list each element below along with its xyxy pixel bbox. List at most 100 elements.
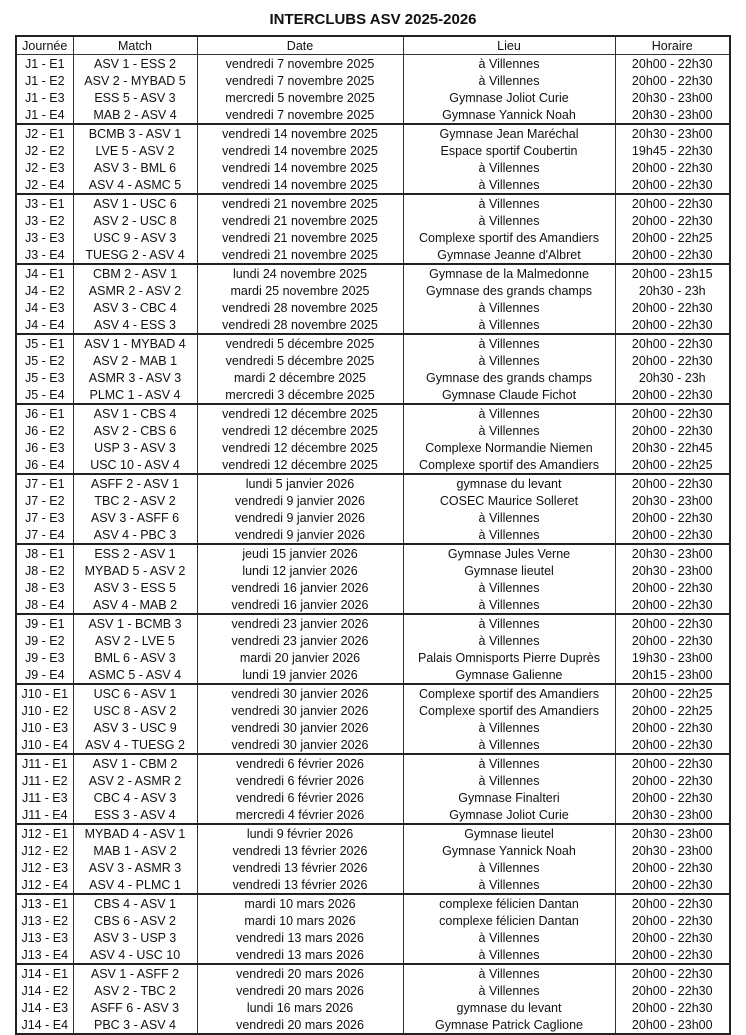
journee-cell: J4 - E4	[15, 316, 74, 334]
date-cell: vendredi 9 janvier 2026	[196, 526, 404, 544]
match-cell: ASV 1 - BCMB 3	[72, 613, 198, 632]
date-cell: mardi 10 mars 2026	[196, 912, 404, 929]
journee-cell: J9 - E4	[15, 666, 74, 684]
match-cell: ESS 3 - ASV 4	[72, 806, 198, 824]
journee-cell: J5 - E2	[15, 352, 74, 369]
lieu-cell: à Villennes	[402, 316, 616, 334]
journee-cell: J10 - E1	[15, 683, 74, 702]
match-cell: CBS 6 - ASV 2	[72, 912, 198, 929]
journee-cell: J12 - E4	[15, 876, 74, 894]
horaire-cell: 20h30 - 23h	[614, 369, 731, 386]
match-cell: ASV 2 - USC 8	[72, 212, 198, 229]
horaire-cell: 20h00 - 22h30	[614, 929, 731, 946]
lieu-cell: à Villennes	[402, 72, 616, 89]
table-row: J6 - E4 USC 10 - ASV 4 vendredi 12 décembr…	[15, 456, 731, 474]
table-row: J4 - E3 ASV 3 - CBC 4 vendredi 28 novembre…	[15, 299, 731, 316]
lieu-cell: Gymnase des grands champs	[402, 282, 616, 299]
table-row: J12 - E3 ASV 3 - ASMR 3 vendredi 13 févrie…	[15, 859, 731, 876]
horaire-cell: 20h30 - 23h00	[614, 106, 731, 124]
journee-cell: J9 - E1	[15, 613, 74, 632]
date-cell: vendredi 30 janvier 2026	[196, 719, 404, 736]
table-row: J9 - E3 BML 6 - ASV 3 mardi 20 janvier 202…	[15, 649, 731, 666]
table-row: J4 - E1 CBM 2 - ASV 1 lundi 24 novembre 20…	[15, 263, 731, 282]
journee-cell: J14 - E2	[15, 982, 74, 999]
table-row: J3 - E3 USC 9 - ASV 3 vendredi 21 novembre…	[15, 229, 731, 246]
journee-cell: J1 - E3	[15, 89, 74, 106]
date-cell: vendredi 30 janvier 2026	[196, 702, 404, 719]
horaire-cell: 20h00 - 22h30	[614, 212, 731, 229]
date-cell: vendredi 12 décembre 2025	[196, 422, 404, 439]
match-cell: ASV 3 - ASMR 3	[72, 859, 198, 876]
table-row: J14 - E1 ASV 1 - ASFF 2 vendredi 20 mars 2…	[15, 963, 731, 982]
journee-cell: J4 - E3	[15, 299, 74, 316]
lieu-cell: à Villennes	[402, 403, 616, 422]
journee-cell: J5 - E1	[15, 333, 74, 352]
journee-cell: J8 - E4	[15, 596, 74, 614]
table-row: J3 - E4 TUESG 2 - ASV 4 vendredi 21 novemb…	[15, 246, 731, 264]
horaire-cell: 20h30 - 23h00	[614, 562, 731, 579]
match-cell: ASV 2 - MYBAD 5	[72, 72, 198, 89]
horaire-cell: 20h30 - 23h00	[614, 823, 731, 842]
horaire-cell: 20h00 - 22h30	[614, 473, 731, 492]
lieu-cell: à Villennes	[402, 719, 616, 736]
journee-cell: J13 - E1	[15, 893, 74, 912]
horaire-cell: 20h00 - 22h25	[614, 702, 731, 719]
table-row: J6 - E1 ASV 1 - CBS 4 vendredi 12 décembre…	[15, 403, 731, 422]
journee-cell: J13 - E2	[15, 912, 74, 929]
horaire-cell: 19h30 - 23h00	[614, 649, 731, 666]
table-row: J14 - E2 ASV 2 - TBC 2 vendredi 20 mars 20…	[15, 982, 731, 999]
date-cell: mardi 25 novembre 2025	[196, 282, 404, 299]
match-cell: ASV 1 - ASFF 2	[72, 963, 198, 982]
horaire-cell: 20h00 - 22h30	[614, 386, 731, 404]
date-cell: vendredi 20 mars 2026	[196, 982, 404, 999]
match-cell: ASV 3 - USC 9	[72, 719, 198, 736]
table-row: J9 - E1 ASV 1 - BCMB 3 vendredi 23 janvier…	[15, 613, 731, 632]
match-cell: ASV 4 - ESS 3	[72, 316, 198, 334]
journee-cell: J10 - E2	[15, 702, 74, 719]
match-cell: ASV 2 - LVE 5	[72, 632, 198, 649]
horaire-cell: 20h00 - 22h30	[614, 753, 731, 772]
header-journee: Journée	[15, 36, 74, 55]
date-cell: vendredi 23 janvier 2026	[196, 613, 404, 632]
table-row: J8 - E1 ESS 2 - ASV 1 jeudi 15 janvier 202…	[15, 543, 731, 562]
table-row: J13 - E3 ASV 3 - USP 3 vendredi 13 mars 20…	[15, 929, 731, 946]
horaire-cell: 20h00 - 22h30	[614, 526, 731, 544]
lieu-cell: à Villennes	[402, 54, 616, 72]
journee-cell: J11 - E1	[15, 753, 74, 772]
date-cell: vendredi 7 novembre 2025	[196, 54, 404, 72]
lieu-cell: à Villennes	[402, 753, 616, 772]
match-cell: ASV 4 - PBC 3	[72, 526, 198, 544]
date-cell: lundi 24 novembre 2025	[196, 263, 404, 282]
match-cell: ASFF 2 - ASV 1	[72, 473, 198, 492]
match-cell: ASV 2 - ASMR 2	[72, 772, 198, 789]
horaire-cell: 20h30 - 23h00	[614, 89, 731, 106]
table-row: J2 - E4 ASV 4 - ASMC 5 vendredi 14 novembr…	[15, 176, 731, 194]
table-row: J6 - E3 USP 3 - ASV 3 vendredi 12 décembre…	[15, 439, 731, 456]
lieu-cell: Gymnase Jules Verne	[402, 543, 616, 562]
date-cell: vendredi 12 décembre 2025	[196, 456, 404, 474]
horaire-cell: 20h00 - 23h00	[614, 1016, 731, 1034]
match-cell: ASV 2 - MAB 1	[72, 352, 198, 369]
date-cell: vendredi 12 décembre 2025	[196, 403, 404, 422]
date-cell: vendredi 30 janvier 2026	[196, 736, 404, 754]
lieu-cell: Complexe Normandie Niemen	[402, 439, 616, 456]
lieu-cell: Gymnase Finalteri	[402, 789, 616, 806]
date-cell: vendredi 6 février 2026	[196, 753, 404, 772]
date-cell: vendredi 14 novembre 2025	[196, 142, 404, 159]
horaire-cell: 20h00 - 22h30	[614, 54, 731, 72]
lieu-cell: Gymnase Joliot Curie	[402, 806, 616, 824]
journee-cell: J8 - E2	[15, 562, 74, 579]
match-cell: ESS 5 - ASV 3	[72, 89, 198, 106]
date-cell: vendredi 9 janvier 2026	[196, 492, 404, 509]
date-cell: lundi 16 mars 2026	[196, 999, 404, 1016]
table-row: J5 - E1 ASV 1 - MYBAD 4 vendredi 5 décembr…	[15, 333, 731, 352]
journee-cell: J6 - E2	[15, 422, 74, 439]
table-row: J13 - E4 ASV 4 - USC 10 vendredi 13 mars 2…	[15, 946, 731, 964]
lieu-cell: à Villennes	[402, 982, 616, 999]
match-cell: ASV 3 - ASFF 6	[72, 509, 198, 526]
lieu-cell: à Villennes	[402, 613, 616, 632]
match-cell: ASV 1 - USC 6	[72, 193, 198, 212]
match-cell: CBS 4 - ASV 1	[72, 893, 198, 912]
date-cell: mercredi 4 février 2026	[196, 806, 404, 824]
journee-cell: J3 - E4	[15, 246, 74, 264]
